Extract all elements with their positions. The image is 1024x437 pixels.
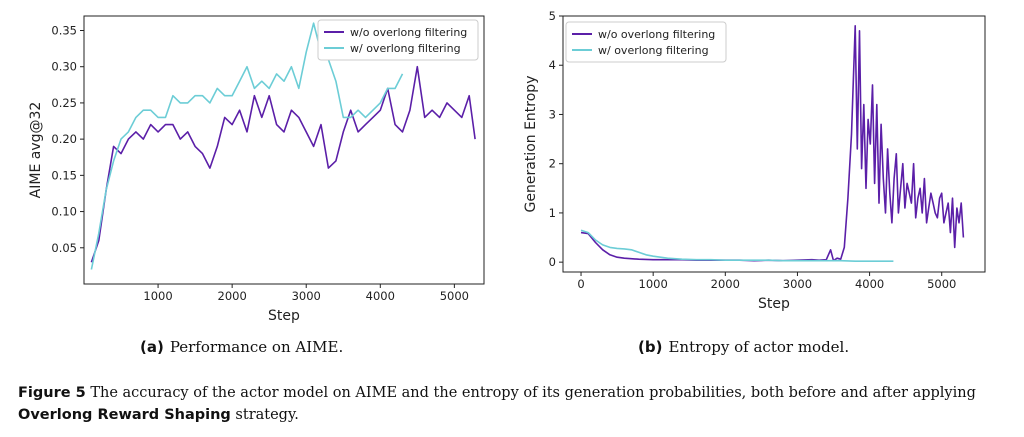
chart-entropy: 0 1000 2000 3000 4000 5000 0 1 2 3 4 5 Step Generatio… (523, 9, 986, 312)
y-axis-label: Generation Entropy (523, 76, 539, 213)
legend-label-0: w/o overlong filtering (598, 28, 715, 41)
y-tick-label: 0.25 (51, 96, 77, 110)
caption-bold: Overlong Reward Shaping (18, 407, 231, 423)
x-tick-label: 0 (577, 277, 584, 291)
subcaption-a-label: (a) (140, 338, 164, 356)
y-tick-label: 0.20 (51, 132, 77, 146)
figure-caption: Figure 5 The accuracy of the actor model… (18, 382, 1008, 426)
plot-frame (83, 15, 485, 285)
subcaption-a-text: Performance on AIME. (169, 338, 344, 356)
x-tick-label: 4000 (366, 289, 395, 303)
legend-label-1: w/ overlong filtering (350, 42, 461, 55)
y-tick-label: 0.10 (51, 205, 77, 219)
x-tick-label: 2000 (711, 277, 740, 291)
y-tick-label: 0.30 (51, 60, 77, 74)
subcaption-a: (a) Performance on AIME. (140, 338, 343, 356)
plot-frame (562, 15, 986, 273)
caption-text-2: strategy. (235, 407, 299, 423)
legend-label-0: w/o overlong filtering (350, 26, 467, 39)
caption-label: Figure 5 (18, 385, 86, 401)
series-line-1 (90, 22, 404, 270)
y-axis-label: AIME avg@32 (28, 102, 44, 199)
x-tick-label: 1000 (639, 277, 668, 291)
x-tick-label: 5000 (927, 277, 956, 291)
x-tick-label: 1000 (143, 289, 172, 303)
x-axis-label: Step (758, 296, 790, 312)
subcaption-b: (b) Entropy of actor model. (638, 338, 849, 356)
legend-label-1: w/ overlong filtering (598, 44, 709, 57)
y-tick-label: 5 (549, 9, 556, 23)
y-tick-label: 2 (549, 157, 556, 171)
y-tick-label: 0.05 (51, 241, 77, 255)
y-tick-label: 4 (549, 58, 556, 72)
y-tick-label: 0.35 (51, 23, 77, 37)
legend-box (317, 19, 479, 61)
series-line-0 (90, 65, 476, 263)
subcaption-b-label: (b) (638, 338, 663, 356)
y-tick-label: 0 (549, 255, 556, 269)
x-tick-label: 3000 (292, 289, 321, 303)
x-tick-label: 2000 (218, 289, 247, 303)
y-tick-label: 0.15 (51, 168, 77, 182)
x-tick-label: 5000 (440, 289, 469, 303)
chart-aime: 1000 2000 3000 4000 5000 0.05 0.10 0.15 0.20 0.25… (28, 15, 485, 324)
x-tick-label: 3000 (783, 277, 812, 291)
x-tick-label: 4000 (855, 277, 884, 291)
x-axis-label: Step (268, 308, 300, 324)
legend-box (565, 21, 727, 63)
y-tick-label: 1 (549, 206, 556, 220)
series-line-1 (580, 229, 894, 263)
subcaption-b-text: Entropy of actor model. (668, 338, 850, 356)
y-tick-label: 3 (549, 107, 556, 121)
caption-text-1: The accuracy of the actor model on AIME … (90, 385, 976, 401)
